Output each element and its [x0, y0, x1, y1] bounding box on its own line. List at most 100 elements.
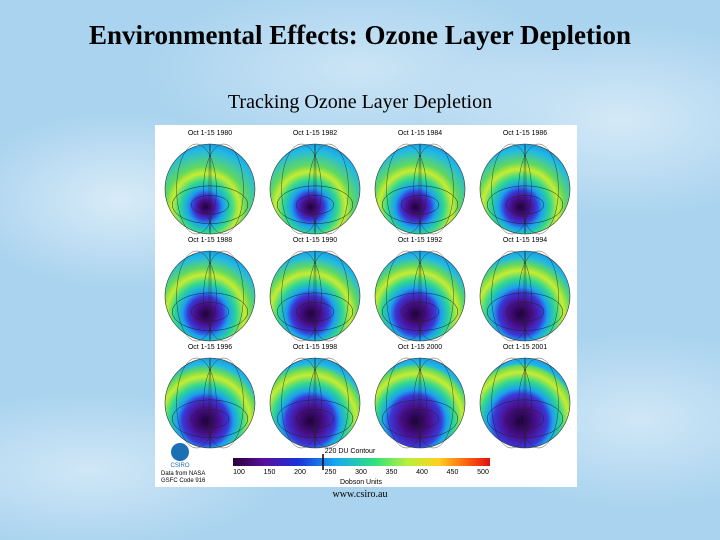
meridian-line — [281, 250, 322, 342]
meridian-line — [203, 250, 244, 342]
source: www.csiro.au — [332, 489, 388, 500]
panel-label: Oct 1-15 1986 — [503, 130, 547, 137]
scale-tick: 350 — [386, 469, 398, 476]
latitude-line — [486, 399, 564, 438]
globe — [269, 357, 361, 449]
meridian-line — [281, 357, 322, 449]
latitude-line — [171, 185, 249, 224]
meridian-line — [208, 250, 212, 342]
title: Environmental Effects: Ozone Layer Deple… — [89, 20, 631, 50]
meridian-line — [518, 250, 559, 342]
meridian-line — [523, 143, 527, 235]
globe — [164, 357, 256, 449]
globe — [164, 250, 256, 342]
meridian-line — [176, 250, 217, 342]
meridian-line — [418, 250, 422, 342]
meridian-line — [208, 357, 212, 449]
meridian-line — [491, 143, 532, 235]
latitude-line — [486, 185, 564, 224]
meridian-line — [386, 143, 427, 235]
panel-label: Oct 1-15 2001 — [503, 344, 547, 351]
panel-label: Oct 1-15 1998 — [293, 344, 337, 351]
subtitle: Tracking Ozone Layer Depletion — [227, 91, 493, 113]
panel-label: Oct 1-15 1992 — [398, 237, 442, 244]
latitude-line — [400, 195, 440, 215]
scale-title: Dobson Units — [340, 479, 383, 486]
panel-label: Oct 1-15 1980 — [188, 130, 232, 137]
latitude-line — [295, 302, 335, 322]
scale-tick: 450 — [447, 469, 459, 476]
scale-tick: 100 — [233, 469, 245, 476]
meridian-line — [386, 250, 427, 342]
latitude-line — [400, 302, 440, 322]
latitude-line — [295, 409, 335, 429]
latitude-line — [381, 292, 459, 331]
meridian-line — [308, 357, 349, 449]
latitude-line — [190, 409, 230, 429]
meridian-line — [313, 357, 317, 449]
meridian-line — [176, 357, 217, 449]
latitude-line — [381, 185, 459, 224]
latitude-line — [276, 292, 354, 331]
meridian-line — [418, 357, 422, 449]
credit-line: Data from NASA — [161, 471, 205, 477]
latitude-line — [295, 195, 335, 215]
latitude-line — [171, 399, 249, 438]
meridian-line — [413, 357, 454, 449]
panel-label: Oct 1-15 1994 — [503, 237, 547, 244]
credit-line: GSFC Code 916 — [161, 478, 206, 484]
scale-tick: 400 — [416, 469, 428, 476]
latitude-line — [171, 292, 249, 331]
meridian-line — [386, 357, 427, 449]
meridian-line — [413, 250, 454, 342]
meridian-line — [203, 143, 244, 235]
meridian-line — [518, 357, 559, 449]
panel-label: Oct 1-15 1990 — [293, 237, 337, 244]
meridian-line — [203, 357, 244, 449]
panel-label: Oct 1-15 1984 — [398, 130, 442, 137]
latitude-line — [276, 185, 354, 224]
latitude-line — [190, 302, 230, 322]
meridian-line — [491, 250, 532, 342]
latitude-line — [190, 195, 230, 215]
meridian-line — [523, 357, 527, 449]
scale-tick: 200 — [294, 469, 306, 476]
meridian-line — [281, 143, 322, 235]
scale-tick: 250 — [325, 469, 337, 476]
meridian-line — [313, 143, 317, 235]
latitude-line — [505, 302, 545, 322]
latitude-line — [276, 399, 354, 438]
logo-icon — [171, 443, 189, 461]
color-scale — [233, 458, 490, 466]
globe — [269, 250, 361, 342]
latitude-line — [381, 399, 459, 438]
latitude-line — [400, 409, 440, 429]
globe — [374, 143, 466, 235]
globe — [374, 250, 466, 342]
globe — [479, 143, 571, 235]
meridian-line — [308, 250, 349, 342]
panel-label: Oct 1-15 1982 — [293, 130, 337, 137]
ozone-figure: 220 DU Contour Dobson Units CSIRO Data f… — [155, 125, 577, 487]
meridian-line — [418, 143, 422, 235]
scale-tick: 300 — [355, 469, 367, 476]
globe — [269, 143, 361, 235]
panel-label: Oct 1-15 1996 — [188, 344, 232, 351]
scale-tick: 150 — [264, 469, 276, 476]
globe — [479, 357, 571, 449]
panel-label: Oct 1-15 1988 — [188, 237, 232, 244]
meridian-line — [523, 250, 527, 342]
meridian-line — [208, 143, 212, 235]
latitude-line — [505, 409, 545, 429]
contour-label: 220 DU Contour — [325, 448, 376, 455]
meridian-line — [491, 357, 532, 449]
meridian-line — [308, 143, 349, 235]
meridian-line — [413, 143, 454, 235]
meridian-line — [313, 250, 317, 342]
meridian-line — [518, 143, 559, 235]
logo-text: CSIRO — [170, 463, 189, 469]
scale-tick: 500 — [477, 469, 489, 476]
globe — [164, 143, 256, 235]
meridian-line — [176, 143, 217, 235]
